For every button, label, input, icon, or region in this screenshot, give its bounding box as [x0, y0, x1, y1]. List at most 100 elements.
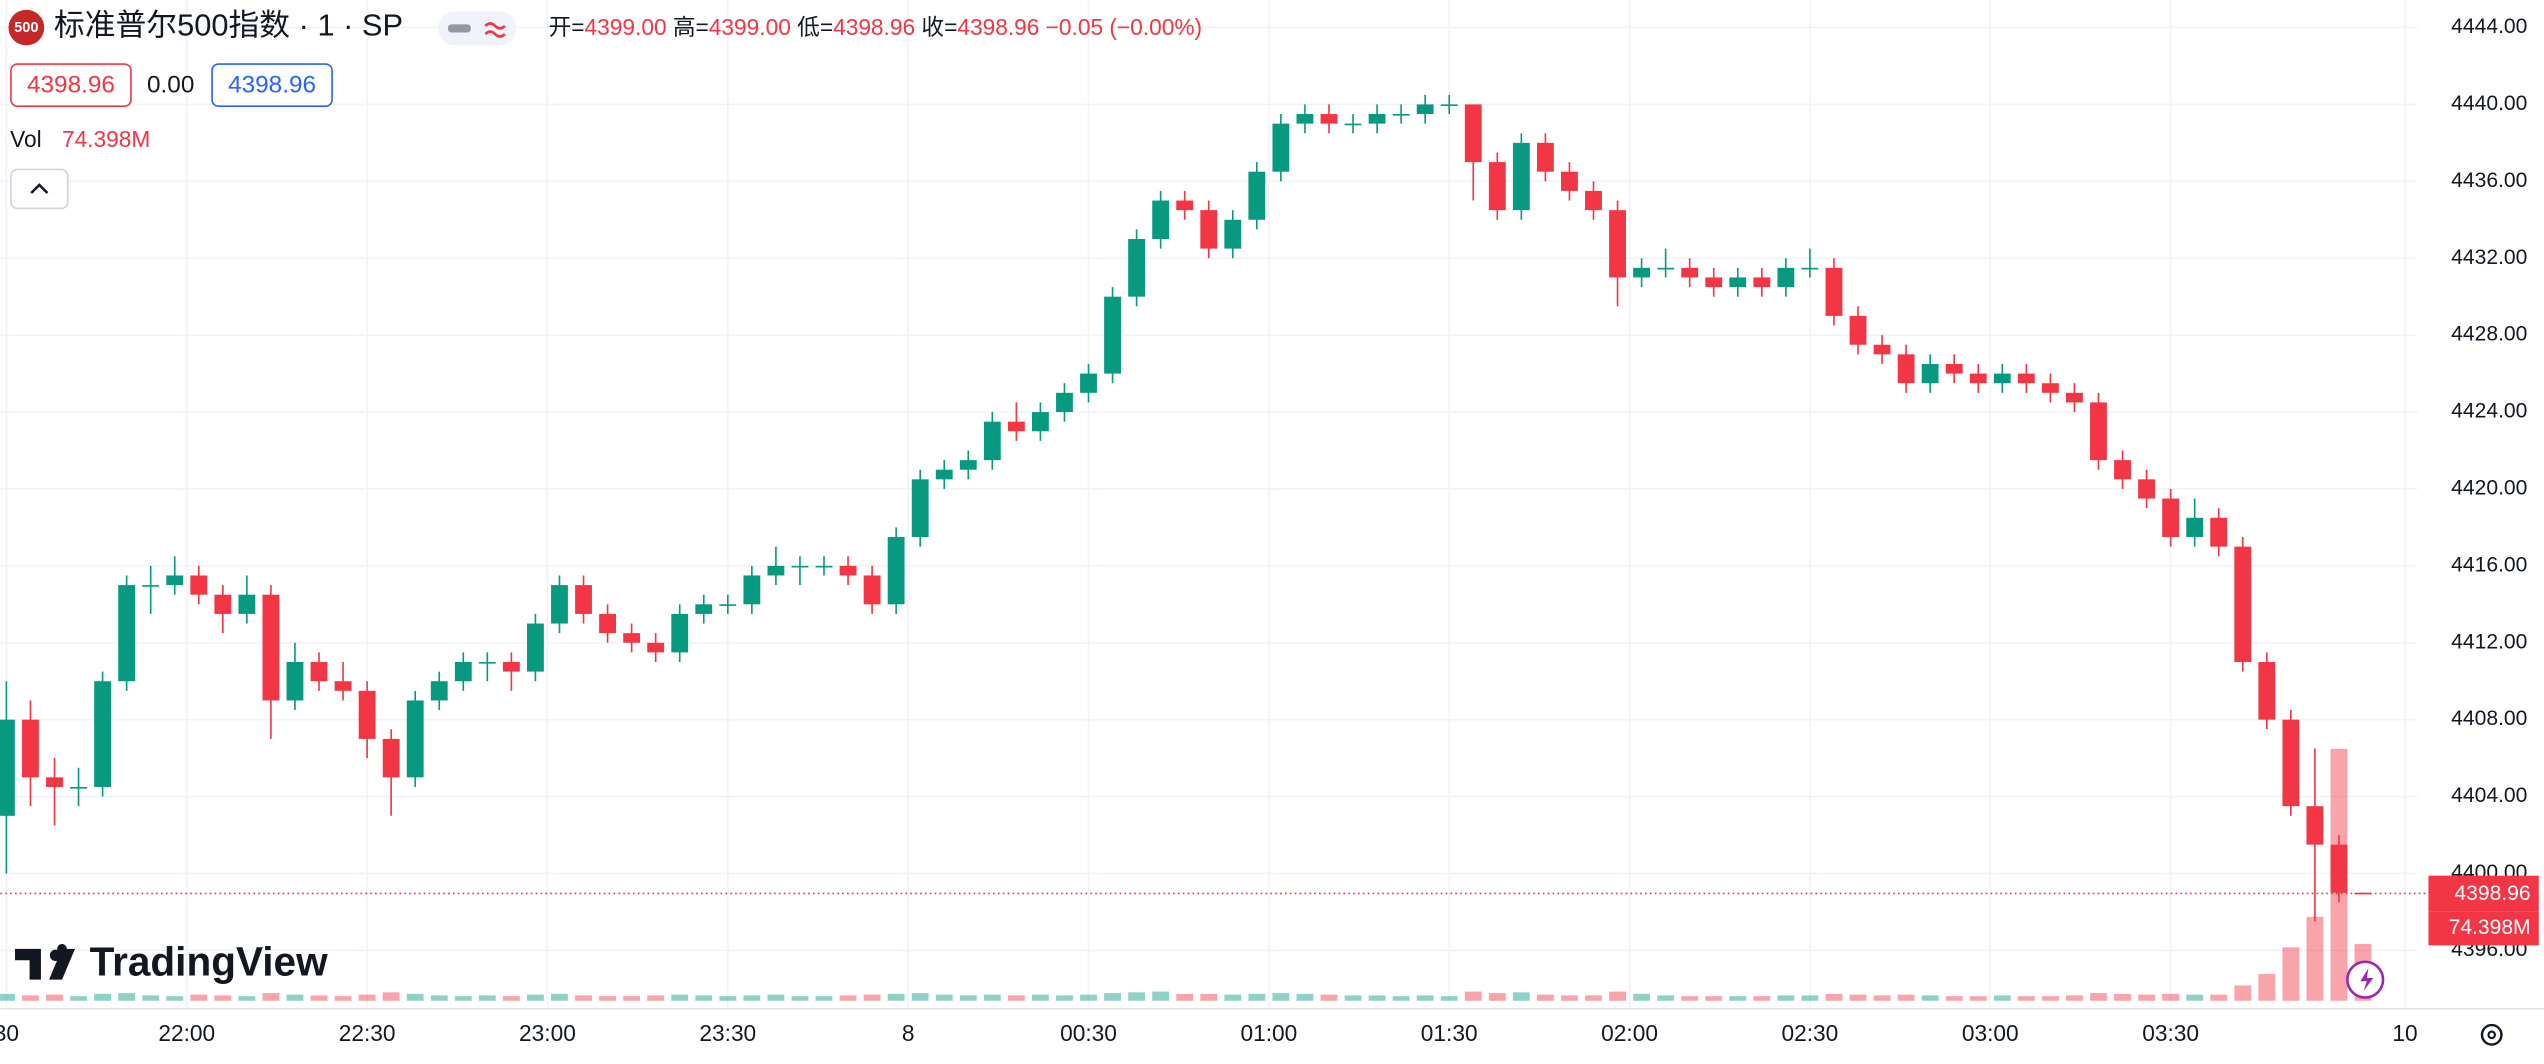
y-tick-label: 4440.00 — [2451, 92, 2527, 115]
candle-body — [791, 565, 809, 568]
candle-body — [863, 575, 881, 605]
volume-bar — [1585, 995, 1602, 1001]
candle-body — [382, 738, 400, 778]
y-tick-label: 4432.00 — [2451, 246, 2527, 269]
candle-body — [959, 460, 977, 470]
volume-bar — [262, 993, 280, 1001]
x-tick-label: 03:00 — [1962, 1020, 2019, 1046]
volume-bar — [1657, 995, 1675, 1001]
x-tick-label: 01:00 — [1240, 1020, 1297, 1046]
volume-bar — [695, 995, 713, 1001]
volume-bar — [22, 995, 39, 1001]
volume-bar — [2041, 996, 2059, 1001]
candle-body — [2162, 498, 2180, 538]
volume-label: Vol — [10, 126, 42, 152]
volume-bar — [0, 993, 15, 1001]
candle-body — [1897, 354, 1915, 384]
candle-body — [2306, 806, 2324, 845]
candle-body — [46, 777, 63, 787]
candle-body — [2210, 517, 2228, 547]
volume-bar — [887, 993, 905, 1001]
candle-body — [599, 613, 616, 634]
candle-body — [1873, 344, 1891, 355]
candle-body — [1921, 363, 1939, 384]
candle-body — [1392, 114, 1410, 116]
logo-text[interactable]: TradingView — [90, 939, 328, 985]
volume-bar — [1873, 995, 1891, 1001]
candle-body — [839, 565, 857, 576]
candle-body — [1128, 238, 1146, 297]
y-tick-label: 4428.00 — [2451, 323, 2527, 346]
candle-body — [1705, 277, 1723, 288]
buy-button[interactable] — [211, 63, 333, 108]
volume-bar — [1801, 995, 1819, 1001]
volume-bar — [1729, 996, 1747, 1001]
y-tick-label: 4416.00 — [2451, 553, 2527, 576]
sell-button[interactable] — [10, 63, 132, 108]
volume-bar — [719, 996, 737, 1001]
candle-body — [1945, 363, 1963, 374]
symbol-title[interactable]: 标准普尔500指数 · 1 · SP — [54, 8, 403, 43]
volume-bar — [2282, 947, 2300, 1001]
volume-bar — [478, 995, 496, 1001]
volume-bar — [238, 996, 256, 1001]
volume-bar — [1849, 994, 1867, 1001]
volume-pane — [0, 748, 2372, 1001]
x-tick-label: 01:30 — [1421, 1020, 1478, 1046]
candle-body — [1296, 114, 1314, 124]
volume-bar — [502, 996, 520, 1001]
candle-body — [2138, 479, 2155, 499]
volume-bar — [863, 994, 881, 1001]
volume-bar — [382, 992, 400, 1001]
volume-bar — [815, 996, 833, 1001]
candle-body — [70, 786, 87, 789]
volume-bar — [1224, 994, 1242, 1001]
candle-body — [2017, 373, 2035, 384]
volume-bar — [2114, 993, 2131, 1001]
overlay: 4396.004400.004404.004408.004412.004416.… — [0, 15, 2539, 1046]
volume-bar — [1007, 995, 1025, 1001]
candle-body — [1176, 200, 1194, 211]
candle-body — [1849, 315, 1867, 345]
volume-bar — [599, 996, 616, 1001]
volume-bar — [214, 995, 232, 1001]
y-tick-label: 4436.00 — [2451, 169, 2527, 192]
volume-bar — [1536, 994, 1554, 1001]
volume-bar — [1416, 995, 1434, 1001]
volume-bar — [454, 996, 472, 1001]
volume-bar — [1897, 994, 1915, 1001]
change: −0.05 (−0.00%) — [1046, 14, 1202, 40]
candle-body — [1320, 114, 1338, 124]
collapse-button[interactable] — [10, 168, 69, 210]
logo-mark — [14, 944, 75, 980]
volume-bar — [286, 994, 304, 1001]
x-tick-label: 30 — [0, 1020, 19, 1046]
volume-bar — [1609, 991, 1626, 1001]
candle-body — [887, 537, 905, 605]
candle-body — [647, 642, 665, 653]
x-tick-label: 00:30 — [1060, 1020, 1117, 1046]
candle-body — [358, 690, 376, 739]
volume-bar — [767, 994, 785, 1001]
volume-bar — [959, 995, 977, 1001]
candle-body — [1801, 267, 1819, 270]
candle-body — [1056, 392, 1073, 413]
volume-bar — [623, 996, 641, 1001]
toggle-icon — [448, 24, 471, 33]
candle-body — [671, 613, 689, 653]
candle-body — [1104, 296, 1121, 374]
volume-bar — [2017, 996, 2035, 1001]
volume-bar — [2258, 974, 2276, 1001]
candle-body — [430, 681, 448, 701]
candle-body — [22, 719, 39, 778]
candle-body — [1753, 277, 1771, 288]
x-tick-label: 02:30 — [1782, 1020, 1839, 1046]
settings-button[interactable] — [2480, 1023, 2503, 1046]
volume-bar — [1633, 993, 1651, 1001]
volume-bar — [1681, 996, 1699, 1001]
volume-bar — [743, 995, 761, 1001]
candle-body — [1609, 210, 1626, 278]
volume-bar — [1969, 996, 1987, 1001]
x-tick-label: 22:30 — [339, 1020, 396, 1046]
value: 4398.96 — [833, 14, 915, 40]
